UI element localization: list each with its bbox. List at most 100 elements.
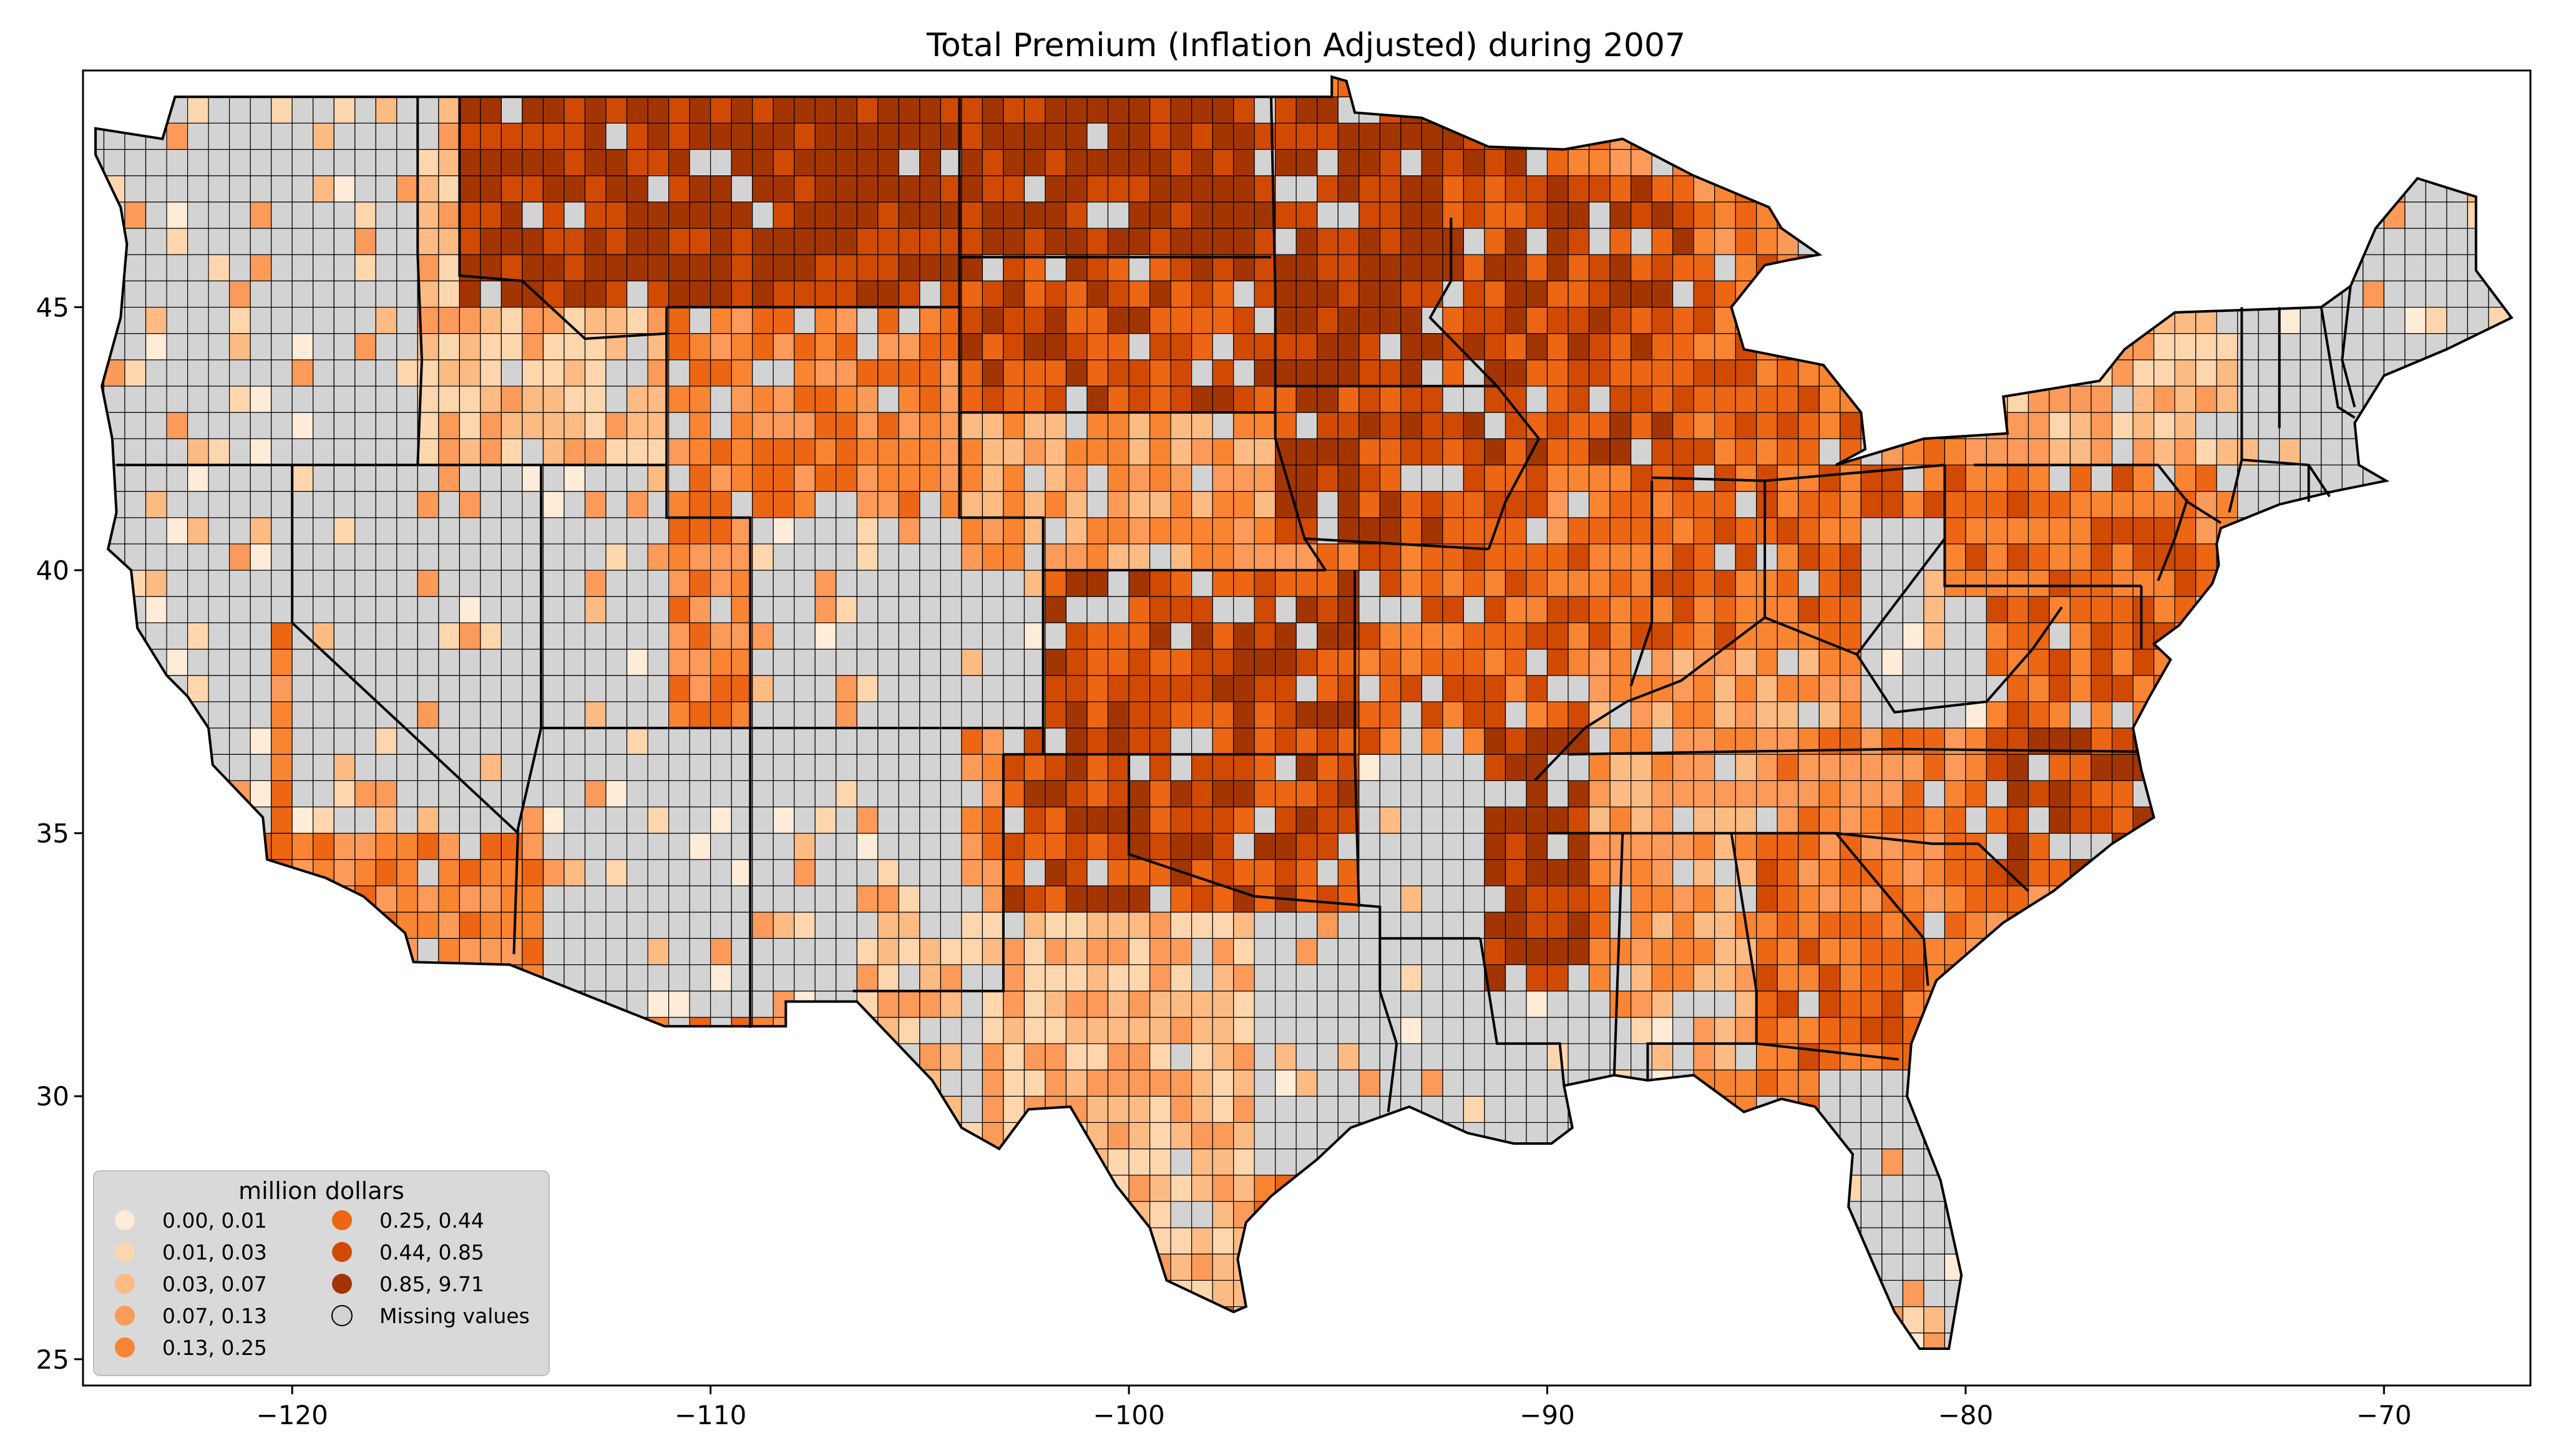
county-cell [1254,517,1276,545]
county-cell [1526,1201,1548,1228]
county-cell [95,1043,105,1070]
county-cell [1023,332,1046,361]
county-cell [2112,885,2134,913]
county-cell [1923,859,1945,886]
county-cell [1254,570,1276,597]
county-cell [2112,596,2134,624]
county-cell [919,306,942,334]
county-cell [1086,1122,1109,1150]
county-cell [1923,386,1945,413]
county-cell [1798,1069,1820,1097]
county-cell [1986,622,2008,650]
county-cell [1045,780,1067,808]
county-cell [626,1253,648,1281]
county-cell [2090,938,2113,966]
county-cell [291,1069,314,1097]
county-cell [877,1332,899,1349]
county-cell [940,622,962,650]
county-cell [961,648,983,676]
county-cell [2049,543,2071,571]
county-cell [1505,1279,1527,1308]
county-cell [1631,148,1652,177]
county-cell [2154,570,2175,597]
county-cell [961,1332,983,1349]
county-cell [563,438,586,466]
county-cell [271,280,293,308]
county-cell [480,122,502,150]
county-cell [563,1069,586,1097]
county-cell [1003,832,1025,860]
county-cell [1798,780,1820,808]
county-cell [313,780,334,808]
county-cell [1275,1332,1297,1349]
county-cell [1463,859,1485,886]
county-cell [1693,438,1715,466]
county-cell [2027,1279,2050,1308]
county-cell [166,543,188,571]
county-cell [1421,1175,1443,1202]
county-cell [752,1175,774,1202]
county-cell [898,1253,920,1281]
county-cell [1694,1359,1715,1386]
county-cell [1923,228,1945,255]
county-cell [1777,648,1799,676]
county-cell [1818,228,1841,255]
county-cell [794,1043,816,1070]
county-cell [208,438,230,466]
county-cell [1233,412,1255,439]
county-cell [271,517,293,545]
county-cell [752,438,774,466]
county-cell [647,412,670,439]
county-cell [1902,570,1924,597]
county-cell [1128,938,1151,966]
county-cell [752,727,774,755]
county-cell [95,201,105,229]
county-cell [731,1201,753,1228]
county-cell [1400,306,1422,334]
county-cell [2049,1279,2071,1308]
county-cell [1860,885,1883,913]
county-cell [605,175,628,203]
county-cell [1400,517,1422,545]
county-cell [124,332,147,361]
county-cell [1923,885,1945,913]
county-cell [229,175,251,203]
county-cell [396,254,418,281]
county-cell [1358,622,1380,650]
county-cell [836,754,857,781]
county-cell [2112,254,2134,281]
county-cell [1860,1017,1883,1044]
county-cell [1631,1279,1652,1308]
county-cell [668,543,690,571]
county-cell [291,648,314,676]
county-cell [1986,570,2008,597]
county-cell [333,386,356,413]
county-cell [145,754,167,781]
county-cell [2112,386,2134,413]
county-cell [1651,964,1674,992]
county-cell [438,727,461,755]
county-cell [836,228,857,255]
county-cell [375,832,398,860]
county-cell [1965,1175,1987,1202]
county-cell [1170,175,1193,203]
county-cell [919,228,942,255]
county-cell [542,1095,565,1123]
county-cell [291,412,314,439]
county-cell [605,1227,628,1255]
county-cell [1526,832,1548,860]
county-cell [1965,148,1987,177]
county-cell [982,1359,1003,1386]
county-cell [1986,1175,2008,1202]
county-cell [2132,911,2155,939]
county-cell [396,648,418,676]
county-cell [584,675,607,702]
county-cell [187,464,209,492]
county-cell [2069,885,2092,913]
county-cell [1275,412,1297,439]
county-cell [1568,254,1590,281]
county-cell [1546,464,1569,492]
county-cell [940,727,962,755]
county-cell [563,701,586,729]
county-cell [919,517,942,545]
